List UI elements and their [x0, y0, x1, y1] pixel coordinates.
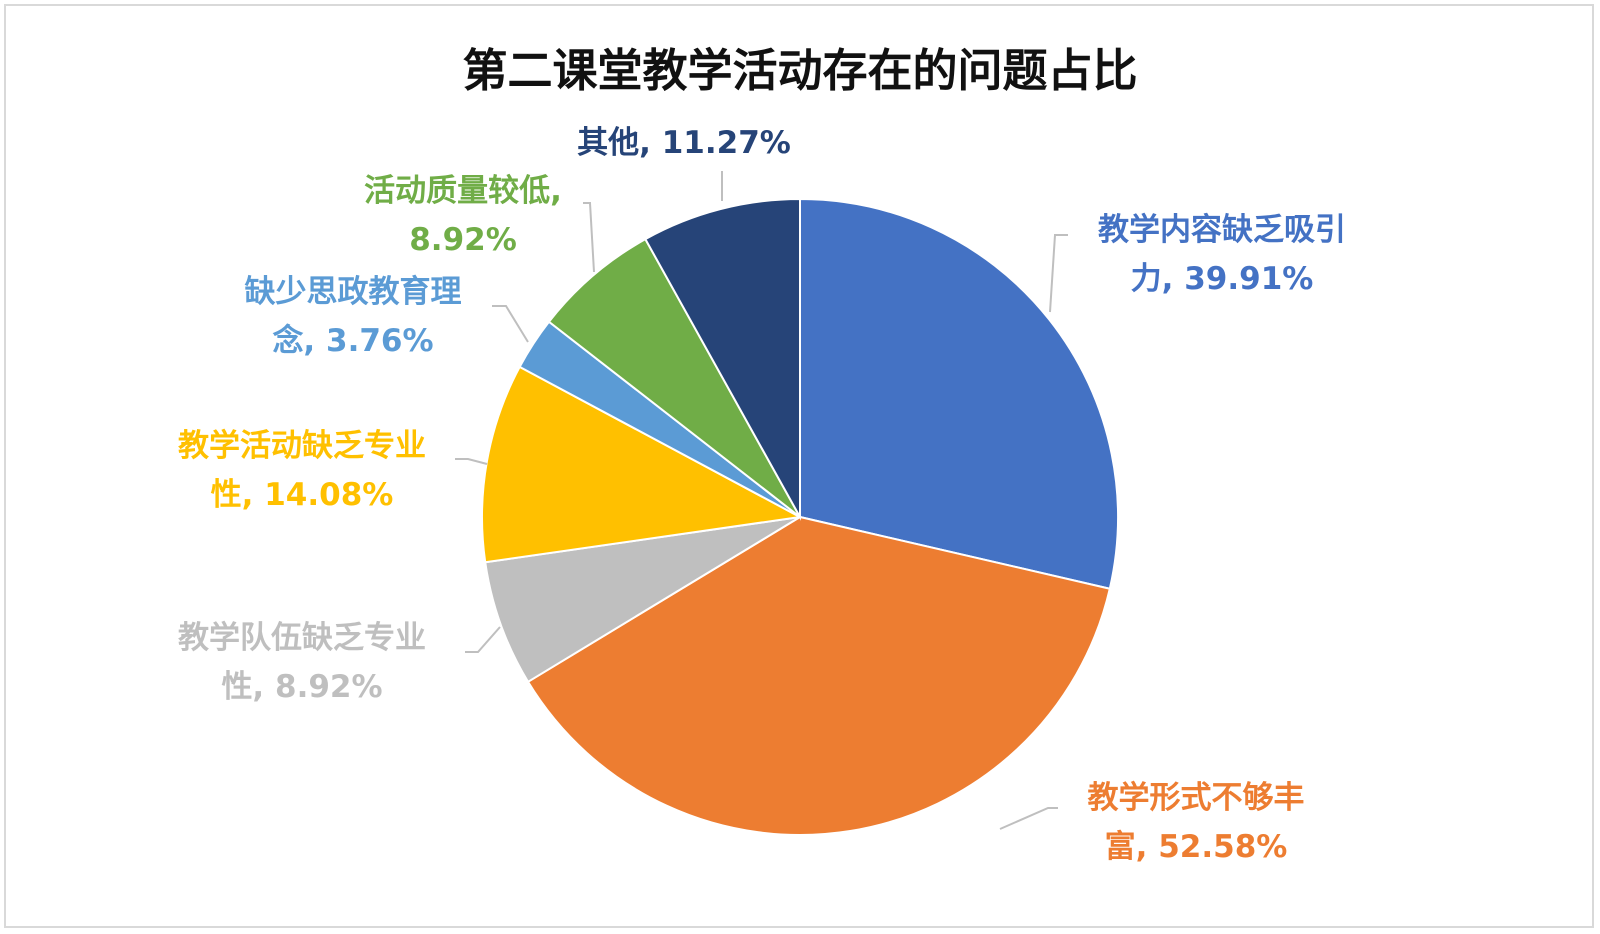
pie-slice-6	[547, 237, 801, 518]
data-label-7: 其他, 11.27%	[577, 125, 791, 161]
data-label-5: 缺少思政教育理念, 3.76%	[245, 274, 462, 359]
leader-line-2	[999, 807, 1058, 830]
leader-line-5	[492, 305, 529, 343]
data-label-6: 活动质量较低, 8.92%	[364, 173, 562, 258]
pie-slice-3	[484, 516, 801, 684]
pie-slices	[481, 197, 1119, 836]
data-label-7-line-1: 其他, 11.27%	[577, 125, 791, 161]
data-label-1: 教学内容缺乏吸引力, 39.91%	[1098, 212, 1346, 297]
pie-slice-2	[526, 515, 1112, 836]
data-label-2: 教学形式不够丰富, 52.58%	[1088, 780, 1305, 865]
leader-line-6	[583, 202, 595, 273]
data-label-5-line-1: 缺少思政教育理	[245, 274, 462, 310]
data-label-4: 教学活动缺乏专业性, 14.08%	[178, 428, 426, 513]
data-label-1-line-2: 力, 39.91%	[1131, 261, 1314, 297]
data-label-5-line-2: 念, 3.76%	[272, 323, 433, 359]
data-label-4-line-1: 教学活动缺乏专业	[178, 428, 426, 464]
data-labels: 教学内容缺乏吸引力, 39.91% 教学形式不够丰富, 52.58% 教学队伍缺乏专…	[178, 125, 1346, 865]
data-label-3-line-2: 性, 8.92%	[221, 669, 382, 705]
data-label-3: 教学队伍缺乏专业性, 8.92%	[178, 620, 426, 705]
data-label-6-line-2: 8.92%	[409, 222, 517, 258]
leader-line-1	[1049, 234, 1068, 313]
leader-lines	[455, 171, 1068, 830]
leader-line-3	[465, 626, 501, 653]
data-label-1-line-1: 教学内容缺乏吸引	[1098, 212, 1346, 248]
leader-line-4	[455, 458, 488, 465]
data-label-3-line-1: 教学队伍缺乏专业	[178, 620, 426, 656]
pie-slice-1	[799, 197, 1119, 590]
pie-slice-7	[644, 197, 801, 521]
chart-title: 第二课堂教学活动存在的问题占比	[462, 44, 1137, 97]
data-label-2-line-1: 教学形式不够丰	[1088, 780, 1305, 816]
pie-slice-4	[481, 365, 804, 564]
data-label-4-line-2: 性, 14.08%	[211, 477, 394, 513]
data-label-6-line-1: 活动质量较低,	[364, 173, 562, 209]
data-label-2-line-2: 富, 52.58%	[1105, 829, 1288, 865]
